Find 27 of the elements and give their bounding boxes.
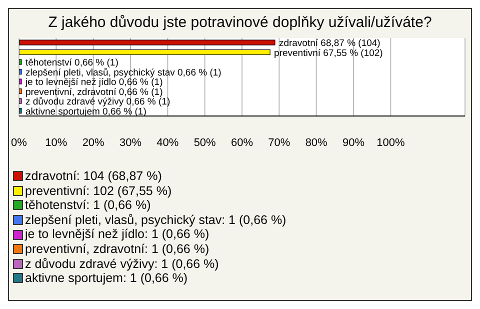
data-label: zdravotní 68,87 % (104) [278, 38, 380, 49]
data-label: z důvodu zdravé výživy 0,66 % (1) [25, 96, 170, 108]
x-tick-label: 30% [119, 136, 142, 149]
legend-label: zlepšení pleti, vlasů, psychický stav: 1 (0,66 %) [25, 212, 286, 228]
x-tick-label: 60% [230, 136, 254, 149]
chart-title: Z jakého důvodu jste potravinové doplňky užívali/užíváte? [47, 14, 433, 33]
x-tick-label: 100% [376, 136, 405, 149]
data-label: preventivní 67,55 % (102) [274, 48, 383, 59]
legend-label: je to levnější než jídlo: 1 (0,66 %) [25, 227, 210, 242]
legend-label: preventivní: 102 (67,55 %) [25, 184, 172, 198]
data-label: preventivní, zdravotní 0,66 % (1) [25, 86, 163, 98]
data-label: je to levnější než jídlo 0,66 % (1) [24, 77, 163, 88]
data-label: zlepšení pleti, vlasů, psychický stav 0,66 % (1) [25, 67, 222, 78]
legend-label: zdravotní: 104 (68,87 %) [25, 169, 162, 184]
x-tick-label: 10% [45, 136, 68, 149]
data-label: těhotenství 0,66 % (1) [25, 58, 118, 68]
legend-label: preventivní, zdravotní: 1 (0,66 %) [25, 242, 210, 257]
x-tick-label: 70% [268, 136, 290, 149]
x-tick-label: 90% [342, 136, 365, 149]
legend-label: aktivne sportujem: 1 (0,66 %) [25, 271, 188, 286]
x-tick-label: 0% [11, 136, 28, 149]
x-tick-label: 50% [194, 136, 216, 149]
legend-label: z důvodu zdravé výživy: 1 (0,66 %) [25, 256, 219, 272]
x-tick-label: 20% [82, 136, 105, 149]
x-tick-label: 80% [305, 136, 328, 149]
legend-label: těhotenství: 1 (0,66 %) [25, 198, 151, 213]
x-tick-label: 40% [156, 136, 179, 149]
